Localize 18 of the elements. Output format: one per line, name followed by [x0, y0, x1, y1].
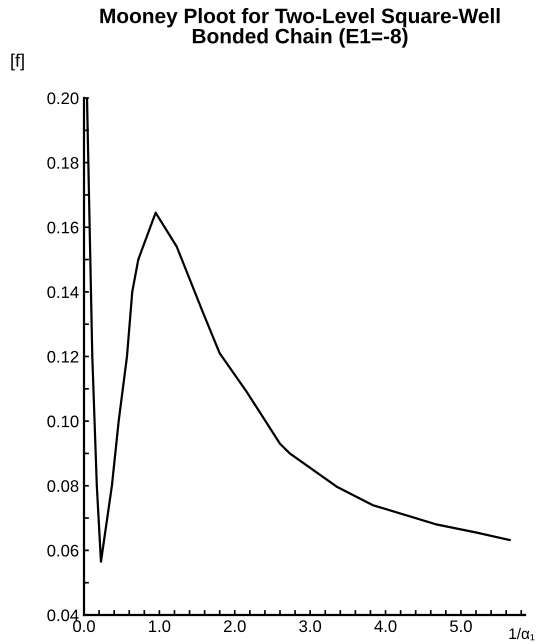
x-tick-label: 0.0 — [73, 620, 95, 632]
y-tick-label: 0.08 — [47, 480, 78, 492]
x-axis-title: 1/α₁ — [509, 628, 535, 640]
y-axis-title: [f] — [11, 54, 24, 70]
y-tick-label: 0.20 — [47, 92, 78, 104]
chart-title: Mooney Ploot for Two-Level Square-Well Bonded Chain (E1=-8) — [100, 8, 500, 48]
y-tick-label: 0.12 — [47, 350, 78, 363]
y-tick-label: 0.16 — [47, 222, 78, 234]
y-tick-label: 0.10 — [47, 416, 78, 428]
y-tick-label: 0.14 — [47, 286, 79, 298]
x-tick-label: 1.0 — [149, 620, 170, 632]
y-tick-label: 0.18 — [47, 157, 78, 169]
x-tick-label: 2.0 — [224, 620, 246, 632]
x-tick-label: 4.0 — [374, 620, 396, 632]
y-tick-label: 0.04 — [47, 609, 79, 622]
x-tick-label: 5.0 — [450, 620, 472, 632]
y-tick-label: 0.06 — [47, 544, 78, 557]
x-tick-label: 3.0 — [299, 620, 322, 632]
